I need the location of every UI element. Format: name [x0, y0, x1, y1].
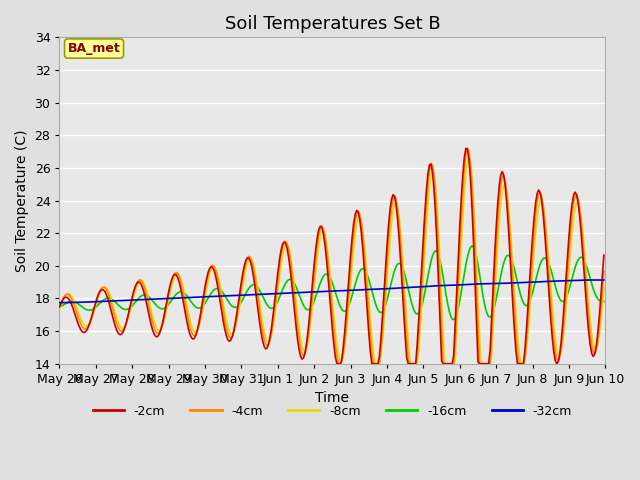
- Title: Soil Temperatures Set B: Soil Temperatures Set B: [225, 15, 440, 33]
- X-axis label: Time: Time: [316, 391, 349, 405]
- Y-axis label: Soil Temperature (C): Soil Temperature (C): [15, 129, 29, 272]
- Text: BA_met: BA_met: [68, 42, 120, 55]
- Legend: -2cm, -4cm, -8cm, -16cm, -32cm: -2cm, -4cm, -8cm, -16cm, -32cm: [88, 400, 577, 423]
